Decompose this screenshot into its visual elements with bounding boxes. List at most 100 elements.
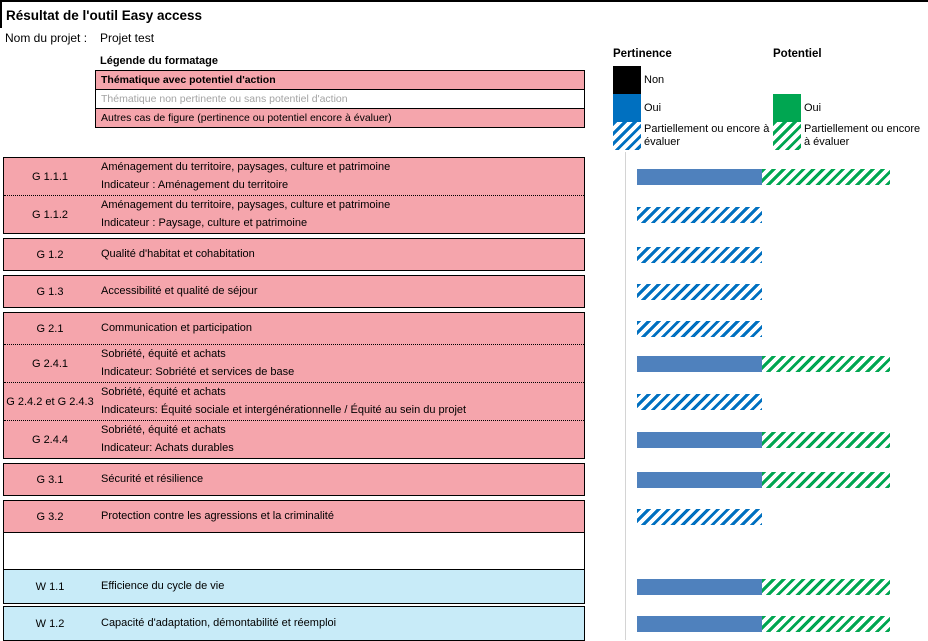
page-title: Résultat de l'outil Easy access [6, 8, 203, 23]
column-divider-line [625, 152, 626, 640]
theme-row-G-2.4.4: G 2.4.4 Sobriété, équité et achats Indicat… [4, 420, 890, 458]
theme-sections: G 1.1.1 Aménagement du territoire, paysag… [3, 157, 890, 641]
theme-indicator: Indicateur : Paysage, culture et patrimo… [101, 217, 308, 229]
legend-item-label: Non [644, 73, 665, 86]
pertinence-bar-oui [637, 168, 762, 185]
legend-item: Partiellement ou encore à évaluer [613, 122, 794, 150]
theme-row-id: G 1.1.1 [31, 170, 69, 183]
theme-row-G-1.2: G 1.2 Qualité d'habitat et cohabitation [4, 239, 762, 270]
theme-title: Sobriété, équité et achats [101, 424, 226, 436]
rating-bars [637, 246, 762, 263]
green-swatch [773, 94, 801, 122]
rating-bars [637, 578, 890, 595]
empty-spacer-box [3, 533, 585, 569]
rating-bars [637, 431, 890, 448]
theme-indicator: Indicateur : Aménagement du territoire [101, 179, 289, 191]
legend-item: Oui [613, 94, 794, 122]
pertinence-bar-partiel [637, 320, 762, 337]
theme-row-id: G 2.1 [36, 322, 64, 335]
theme-row-id: G 2.4.2 et G 2.4.3 [6, 395, 94, 408]
pertinence-bar-oui [637, 615, 762, 632]
potentiel-bar-partiel [762, 615, 890, 632]
potentiel-bar-partiel [762, 471, 890, 488]
theme-row-G-3.2: G 3.2 Protection contre les agressions et… [4, 501, 762, 532]
theme-row-W-1.2: W 1.2 Capacité d'adaptation, démontabilit… [4, 607, 890, 640]
pertinence-legend: Pertinence Non Oui Partiellement ou encore… [613, 48, 794, 150]
pertinence-bar-partiel [637, 206, 762, 223]
rating-bars [637, 206, 762, 223]
legend-item-label: Oui [644, 101, 662, 114]
format-legend-rows: Thématique avec potentiel d'action Thémat… [95, 70, 585, 128]
theme-row-description: Communication et participation [96, 321, 584, 336]
rating-bars [637, 471, 890, 488]
theme-box: W 1.1 Efficience du cycle de vie [3, 569, 890, 604]
green-hatch-swatch [773, 122, 801, 150]
pertinence-bar-partiel [637, 283, 762, 300]
theme-title: Efficience du cycle de vie [101, 580, 225, 592]
pertinence-bar-partiel [637, 246, 762, 263]
theme-title: Communication et participation [101, 322, 253, 334]
theme-row-id: G 1.1.2 [31, 208, 69, 221]
legend-item-label: Partiellement ou encore à évaluer [644, 123, 770, 148]
theme-indicator: Indicateur: Sobriété et services de base [101, 366, 295, 378]
legend-item: Partiellement ou encore à évaluer [773, 122, 928, 150]
theme-row-G-1.1.1: G 1.1.1 Aménagement du territoire, paysag… [4, 158, 890, 195]
potentiel-bar-partiel [762, 168, 890, 185]
theme-indicator: Indicateur: Achats durables [101, 442, 234, 454]
legend-item: Non [613, 66, 794, 94]
rating-bars [637, 168, 890, 185]
pertinence-bar-partiel [637, 393, 762, 410]
black-swatch [613, 66, 641, 94]
theme-row-id: W 1.1 [35, 580, 65, 593]
pertinence-bar-oui [637, 578, 762, 595]
theme-row-G-1.1.2: G 1.1.2 Aménagement du territoire, paysag… [4, 195, 762, 233]
legend-item-label: Oui [804, 101, 822, 114]
theme-title: Capacité d'adaptation, démontabilité et … [101, 617, 337, 629]
theme-row-description: Sobriété, équité et achats Indicateurs: É… [96, 385, 584, 418]
theme-box: G 3.2 Protection contre les agressions et… [3, 500, 762, 533]
potentiel-legend-items: Oui Partiellement ou encore à évaluer [773, 94, 928, 150]
legend-item: Oui [773, 94, 928, 122]
potentiel-legend: Potentiel Oui Partiellement ou encore à é… [773, 48, 928, 150]
pertinence-legend-items: Non Oui Partiellement ou encore à évaluer [613, 66, 794, 150]
rating-bars [637, 393, 762, 410]
theme-row-description: Sobriété, équité et achats Indicateur: So… [96, 347, 584, 380]
theme-row-description: Aménagement du territoire, paysages, cul… [96, 160, 584, 193]
theme-box: G 1.3 Accessibilité et qualité de séjour [3, 275, 762, 308]
format-legend-row: Thématique non pertinente ou sans potent… [95, 89, 585, 109]
rating-bars [637, 283, 762, 300]
pertinence-legend-title: Pertinence [613, 48, 672, 60]
rating-bars [637, 615, 890, 632]
project-line: Nom du projet : Projet test [5, 31, 154, 45]
theme-box: W 1.2 Capacité d'adaptation, démontabilit… [3, 606, 890, 641]
potentiel-bar-partiel [762, 355, 890, 372]
theme-title: Accessibilité et qualité de séjour [101, 285, 258, 297]
theme-row-G-2.4.2-et-G-2.4.3: G 2.4.2 et G 2.4.3 Sobriété, équité et ac… [4, 382, 762, 420]
theme-row-id: G 1.3 [36, 285, 64, 298]
theme-row-G-2.1: G 2.1 Communication et participation [4, 313, 762, 344]
theme-indicator: Indicateurs: Équité sociale et intergéné… [101, 404, 467, 416]
theme-row-description: Accessibilité et qualité de séjour [96, 284, 584, 299]
theme-row-description: Efficience du cycle de vie [96, 579, 584, 594]
sheet-left-border [0, 2, 2, 28]
theme-row-description: Sécurité et résilience [96, 472, 584, 487]
theme-row-G-1.3: G 1.3 Accessibilité et qualité de séjour [4, 276, 762, 307]
rating-bars [637, 320, 762, 337]
theme-title: Protection contre les agressions et la c… [101, 510, 334, 522]
theme-row-id: W 1.2 [35, 617, 65, 630]
potentiel-legend-title: Potentiel [773, 48, 822, 60]
theme-row-G-3.1: G 3.1 Sécurité et résilience [4, 464, 890, 495]
theme-box: G 2.1 Communication et participation G 2.4… [3, 312, 890, 459]
theme-box: G 1.1.1 Aménagement du territoire, paysag… [3, 157, 890, 234]
theme-row-description: Qualité d'habitat et cohabitation [96, 247, 584, 262]
theme-row-id: G 2.4.4 [31, 433, 69, 446]
pertinence-bar-oui [637, 431, 762, 448]
rating-bars [637, 508, 762, 525]
blue-hatch-swatch [613, 122, 641, 150]
pertinence-bar-oui [637, 355, 762, 372]
potentiel-bar-partiel [762, 431, 890, 448]
theme-box: G 3.1 Sécurité et résilience [3, 463, 890, 496]
theme-title: Qualité d'habitat et cohabitation [101, 248, 255, 260]
theme-title: Aménagement du territoire, paysages, cul… [101, 199, 391, 211]
